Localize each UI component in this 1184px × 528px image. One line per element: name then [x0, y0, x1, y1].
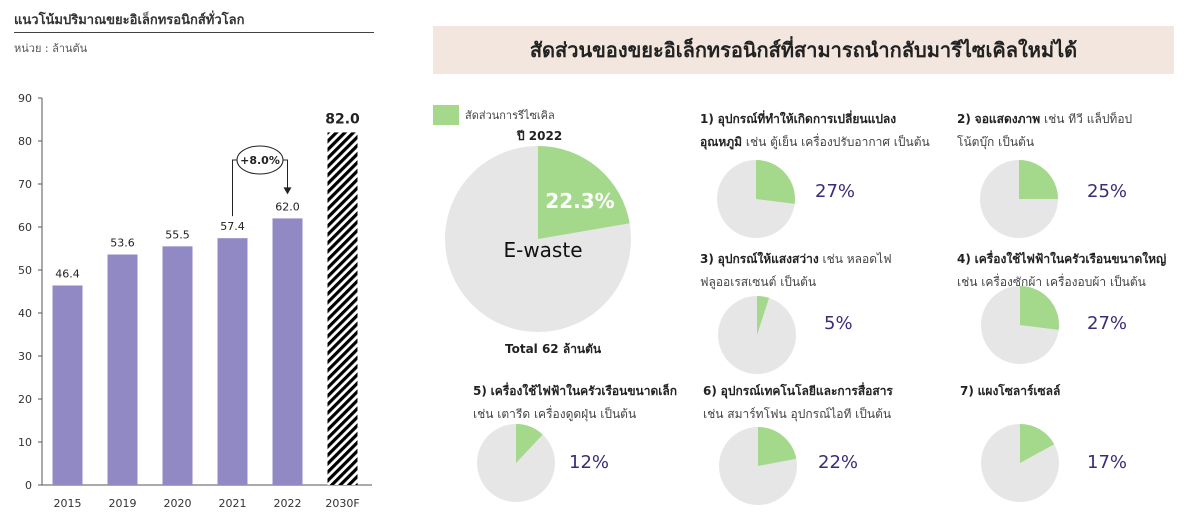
- big-pie-value-label: 22.3%: [545, 189, 614, 213]
- x-tick-label: 2030F: [325, 497, 359, 510]
- y-tick-label: 50: [18, 264, 32, 277]
- cat-1-num: 1): [700, 112, 714, 126]
- cat-3-num: 3): [700, 252, 714, 266]
- cat-5-line1: 5) เครื่องใช้ไฟฟ้าในครัวเรือนขนาดเล็ก: [473, 382, 677, 401]
- bar-chart: 0 10 20 30 40 50 60 70 80 90 46.4 2015 53.6 2019 55.5 2…: [18, 92, 372, 510]
- cat-4-line2: เช่น เครื่องซักผ้า เครื่องอบผ้า เป็นต้น: [957, 275, 1146, 289]
- small-pie-3-recycled-slice: [757, 296, 770, 335]
- small-pie-4-recycled-slice: [1020, 286, 1060, 330]
- x-tick-label: 2021: [219, 497, 247, 510]
- cat-2-title: จอแสดงภาพ: [974, 112, 1041, 126]
- cat-2-line1: 2) จอแสดงภาพ เช่น ทีวี แล็ปท็อป: [957, 110, 1132, 129]
- unit-label: หน่วย : ล้านตัน: [14, 42, 88, 55]
- cat-3-desc1: เช่น หลอดไฟ: [818, 252, 892, 266]
- cat-3-line2: ฟลูออเรสเซนต์ เป็นต้น: [700, 275, 817, 289]
- bar: [162, 246, 193, 485]
- bar-value-label: 82.0: [325, 111, 360, 127]
- bar-value-label: 62.0: [275, 200, 300, 213]
- small-pie-2-recycled-slice: [1019, 160, 1058, 199]
- y-tick-label: 60: [18, 221, 32, 234]
- recycle-header: สัดส่วนของขยะอิเล็กทรอนิกส์ที่สามารถนำกล…: [433, 26, 1174, 74]
- cat-6-line1: 6) อุปกรณ์เทคโนโลยีและการสื่อสาร: [703, 382, 893, 401]
- cat-3-title: อุปกรณ์ให้แสงสว่าง: [717, 252, 819, 266]
- bar-value-label: 53.6: [110, 237, 135, 250]
- x-tick-label: 2015: [54, 497, 82, 510]
- big-pie-recycled-slice: [538, 146, 630, 239]
- small-pie-7-recycled-slice: [1020, 424, 1055, 463]
- y-tick-label: 80: [18, 135, 32, 148]
- cat-3-line1: 3) อุปกรณ์ให้แสงสว่าง เช่น หลอดไฟ: [700, 250, 892, 269]
- recycle-title: สัดส่วนของขยะอิเล็กทรอนิกส์ที่สามารถนำกล…: [529, 38, 1078, 62]
- chart-title: แนวโน้มปริมาณขยะอิเล็กทรอนิกส์ทั่วโลก: [14, 13, 245, 28]
- bar-forecast: [327, 132, 358, 485]
- cat-1-title2: อุณหภูมิ: [700, 135, 743, 149]
- cat-5-line2: เช่น เตารีด เครื่องดูดฝุ่น เป็นต้น: [473, 407, 637, 421]
- bar: [52, 285, 83, 485]
- small-pie-6-recycled-slice: [758, 427, 797, 466]
- y-tick-label: 90: [18, 92, 32, 105]
- bar: [217, 238, 248, 485]
- small-pie-5-recycled-slice: [516, 424, 543, 463]
- y-tick-label: 70: [18, 178, 32, 191]
- bar-value-label: 46.4: [55, 267, 80, 280]
- big-pie-year: ปี 2022: [517, 129, 563, 143]
- cat-2-desc1: เช่น ทีวี แล็ปท็อป: [1040, 112, 1133, 126]
- growth-bubble: [236, 145, 284, 175]
- cat-6-line2: เช่น สมาร์ทโฟน อุปกรณ์ไอที เป็นต้น: [703, 407, 892, 421]
- x-tick-label: 2022: [274, 497, 302, 510]
- legend-label: สัดส่วนการรีไซเคิล: [465, 109, 555, 122]
- cat-7-value: 17%: [1087, 452, 1128, 473]
- bar-value-label: 57.4: [220, 220, 245, 233]
- cat-6-value: 22%: [818, 452, 859, 473]
- pie-charts: 22.3% E-waste: [445, 146, 1060, 505]
- cat-1-title: อุปกรณ์ที่ทำให้เกิดการเปลี่ยนแปลง: [717, 112, 897, 126]
- cat-2-num: 2): [957, 112, 971, 126]
- x-tick-label: 2019: [109, 497, 137, 510]
- cat-7-line1: 7) แผงโซลาร์เซลล์: [960, 382, 1060, 401]
- small-pie-1-recycled-slice: [756, 160, 795, 204]
- cat-1-desc: เช่น ตู้เย็น เครื่องปรับอากาศ เป็นต้น: [742, 135, 930, 149]
- cat-5-num: 5): [473, 384, 487, 398]
- cat-7-title: แผงโซลาร์เซลล์: [977, 384, 1061, 398]
- cat-4-num: 4): [957, 252, 971, 266]
- cat-1-line2: อุณหภูมิ เช่น ตู้เย็น เครื่องปรับอากาศ เ…: [700, 133, 930, 152]
- y-tick-label: 0: [25, 479, 32, 492]
- legend-swatch: [433, 105, 459, 125]
- cat-2-value: 25%: [1087, 181, 1128, 202]
- growth-label: +8.0%: [240, 154, 280, 167]
- growth-arrow: [283, 187, 292, 195]
- cat-6-title: อุปกรณ์เทคโนโลยีและการสื่อสาร: [720, 384, 893, 398]
- bar: [272, 218, 303, 485]
- y-tick-label: 20: [18, 393, 32, 406]
- cat-5-value: 12%: [569, 452, 610, 473]
- big-pie-total: Total 62 ล้านตัน: [505, 342, 602, 356]
- cat-4-line1: 4) เครื่องใช้ไฟฟ้าในครัวเรือนขนาดใหญ่: [957, 250, 1166, 269]
- bar: [107, 254, 138, 485]
- cat-4-value: 27%: [1087, 313, 1128, 334]
- title-divider: [14, 32, 374, 33]
- cat-7-num: 7): [960, 384, 974, 398]
- y-tick-label: 40: [18, 307, 32, 320]
- big-pie-center-label: E-waste: [503, 238, 582, 262]
- cat-1-line1: 1) อุปกรณ์ที่ทำให้เกิดการเปลี่ยนแปลง: [700, 110, 896, 129]
- bar-value-label: 55.5: [165, 228, 190, 241]
- x-tick-label: 2020: [164, 497, 192, 510]
- cat-3-value: 5%: [824, 313, 853, 334]
- y-tick-label: 30: [18, 350, 32, 363]
- cat-5-title: เครื่องใช้ไฟฟ้าในครัวเรือนขนาดเล็ก: [490, 384, 677, 398]
- cat-4-title: เครื่องใช้ไฟฟ้าในครัวเรือนขนาดใหญ่: [974, 252, 1167, 266]
- legend: สัดส่วนการรีไซเคิล: [433, 105, 555, 125]
- y-tick-label: 10: [18, 436, 32, 449]
- cat-2-line2: โน้ตบุ๊ก เป็นต้น: [957, 135, 1035, 149]
- cat-6-num: 6): [703, 384, 717, 398]
- cat-1-value: 27%: [815, 181, 856, 202]
